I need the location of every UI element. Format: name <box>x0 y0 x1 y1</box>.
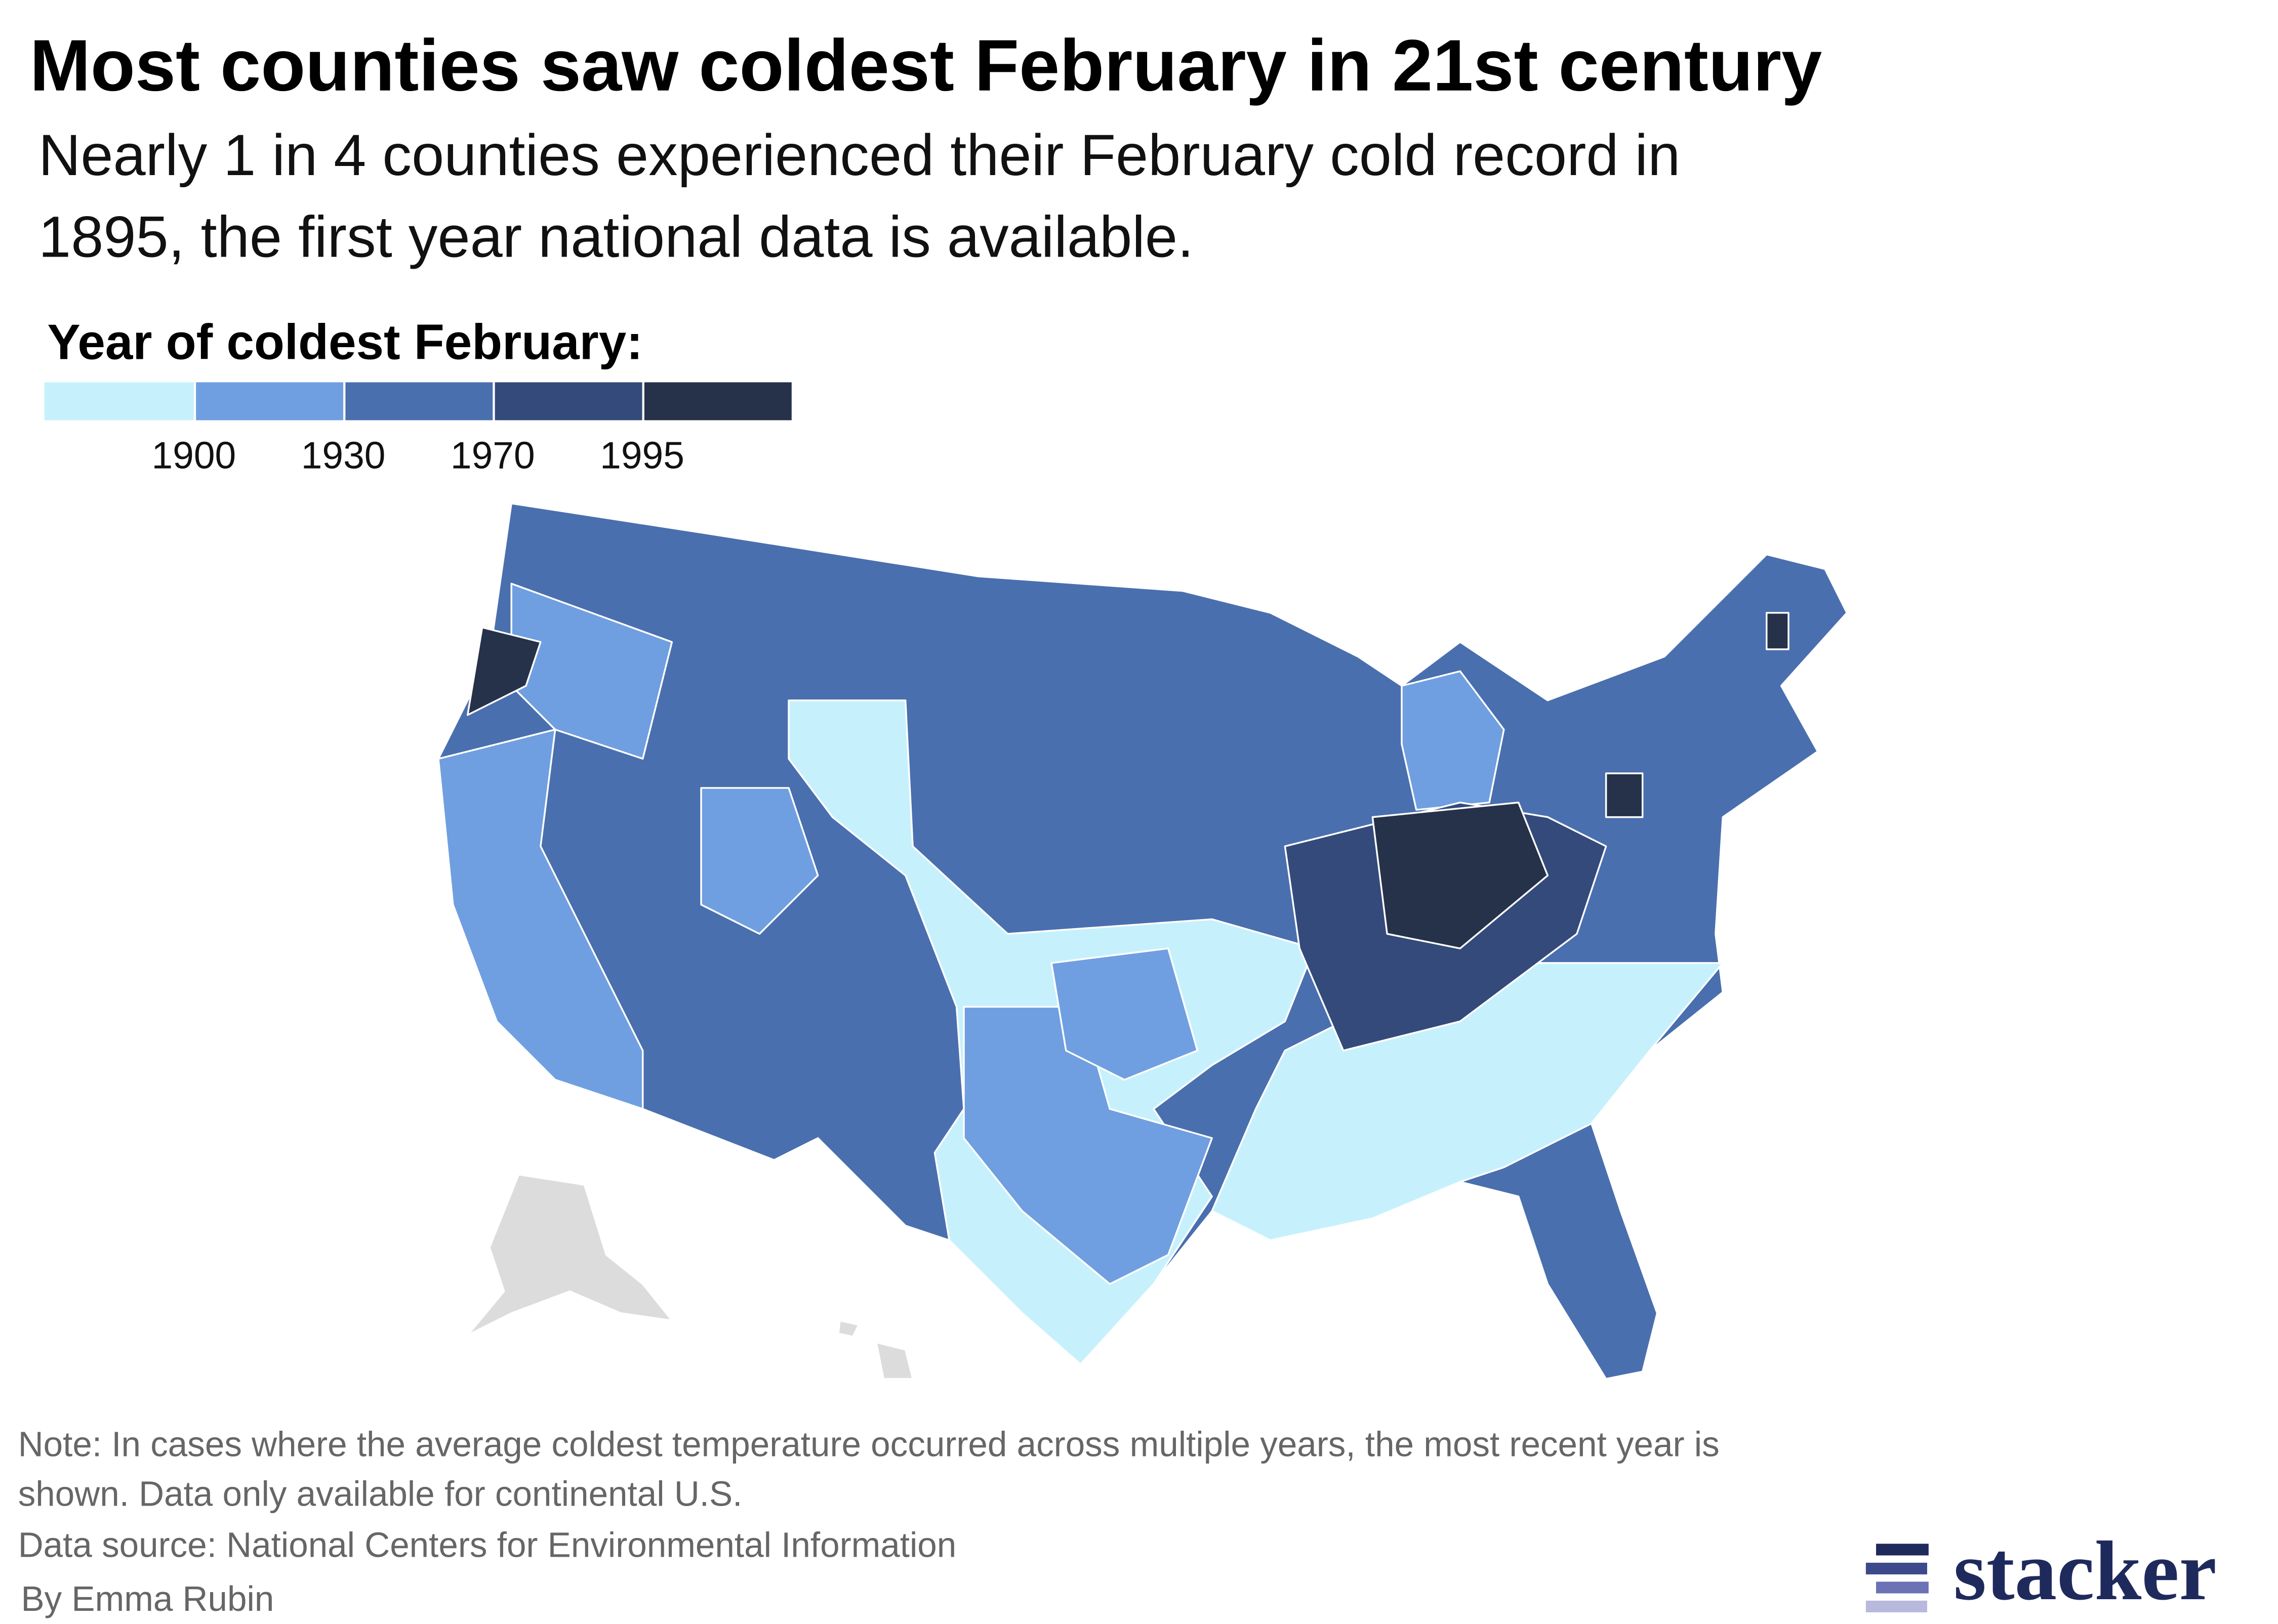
alaska <box>466 1174 673 1336</box>
note: Note: In cases where the average coldest… <box>18 1424 1720 1464</box>
legend-tick-label: 1995 <box>600 434 684 477</box>
region <box>1605 772 1644 818</box>
subtitle: 1895, the first year national data is av… <box>38 204 1194 269</box>
legend-tick-label: 1970 <box>451 434 535 477</box>
region <box>1050 947 1199 1081</box>
legend-swatch <box>495 382 642 421</box>
legend: 1900 1930 1970 1995 <box>44 382 792 477</box>
byline: By Emma Rubin <box>21 1579 274 1618</box>
hawaii <box>837 1319 914 1380</box>
region <box>1766 612 1789 650</box>
note: shown. Data only available for continent… <box>18 1474 743 1513</box>
region <box>1401 670 1505 811</box>
legend-tick-label: 1900 <box>151 434 236 477</box>
legend-tick-label: 1930 <box>301 434 386 477</box>
logo-icon <box>1865 1544 1929 1612</box>
legend-swatch <box>44 382 194 421</box>
logo: stacker <box>1954 1524 2217 1618</box>
title: Most counties saw coldest February in 21… <box>30 25 1822 106</box>
legend-swatch <box>644 382 792 421</box>
legend-title: Year of coldest February: <box>47 314 643 369</box>
map <box>437 502 1848 1380</box>
region <box>700 787 819 935</box>
legend-swatch <box>345 382 493 421</box>
region <box>437 728 644 1110</box>
region <box>466 627 542 716</box>
subtitle: Nearly 1 in 4 counties experienced their… <box>38 123 1680 188</box>
source: Data source: National Centers for Enviro… <box>18 1525 957 1564</box>
legend-swatch <box>196 382 344 421</box>
region <box>1371 802 1549 949</box>
